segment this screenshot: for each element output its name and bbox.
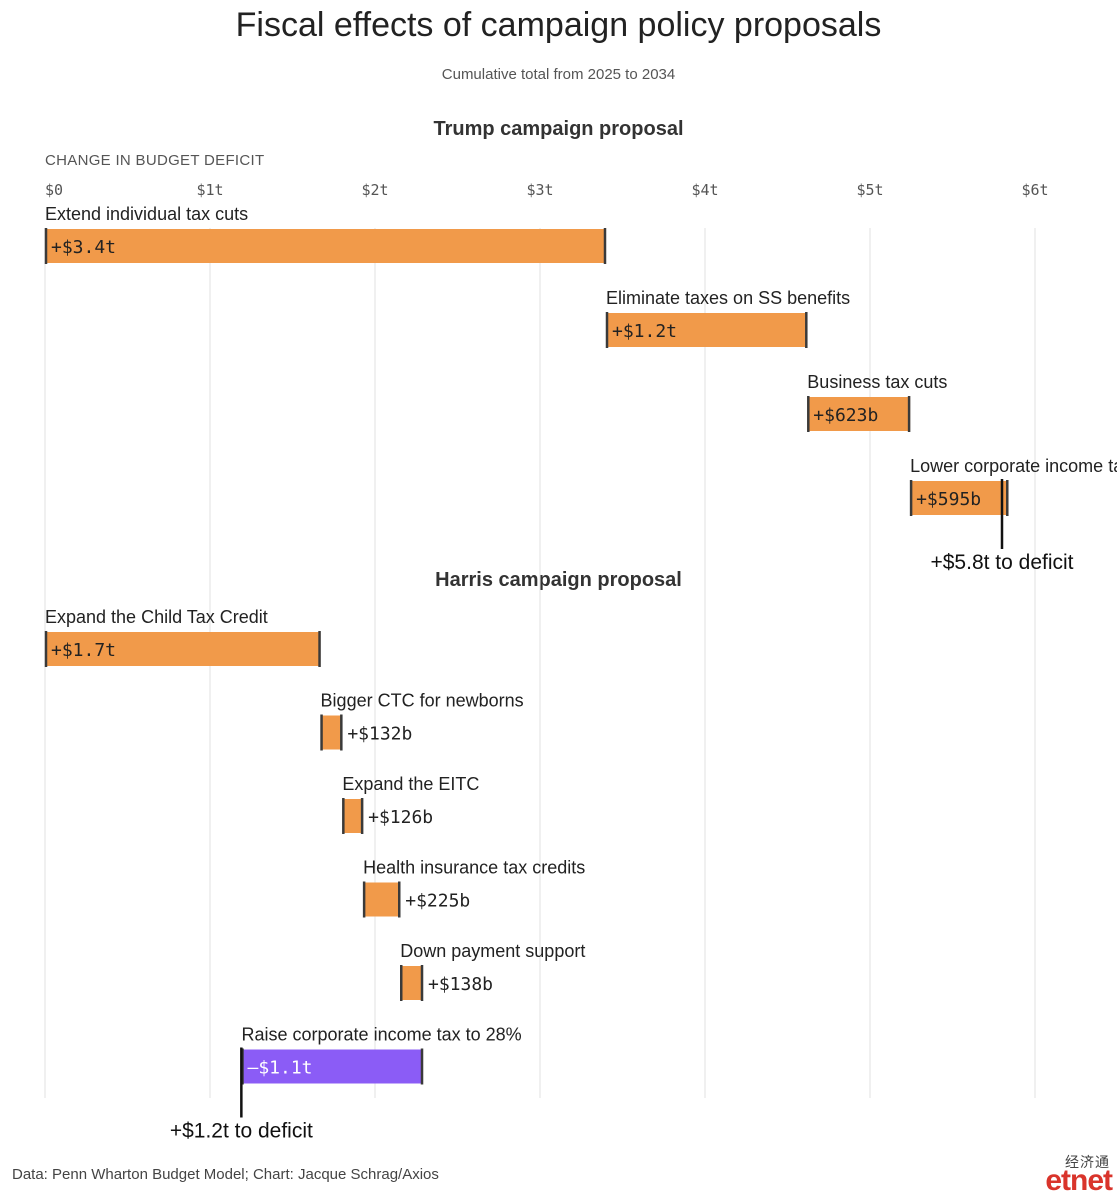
value-label: +$132b — [347, 724, 412, 745]
x-tick-label: $0 — [45, 181, 63, 199]
category-label: Health insurance tax credits — [363, 858, 585, 878]
total-label: +$1.2t to deficit — [170, 1120, 313, 1143]
value-label: +$595b — [916, 489, 981, 510]
category-label: Expand the EITC — [342, 774, 479, 794]
logo-text: etnet — [1045, 1164, 1113, 1197]
bar — [241, 1049, 424, 1084]
logo-chinese-text: 经济通 — [1065, 1155, 1110, 1171]
chart-subtitle: Cumulative total from 2025 to 2034 — [441, 66, 676, 83]
x-tick-label: $4t — [691, 181, 718, 199]
category-label: Bigger CTC for newborns — [321, 691, 524, 711]
category-label: Extend individual tax cuts — [45, 204, 248, 224]
value-label: +$1.7t — [51, 640, 116, 661]
category-label: Raise corporate income tax to 28% — [242, 1025, 522, 1045]
bar — [910, 481, 1009, 515]
source-note: Data: Penn Wharton Budget Model; Chart: … — [12, 1166, 439, 1183]
value-label: +$3.4t — [51, 237, 116, 258]
category-label: Business tax cuts — [807, 372, 947, 392]
bar — [606, 313, 808, 347]
value-label: +$623b — [813, 405, 878, 426]
value-label: +$138b — [428, 974, 493, 995]
waterfall-chart: $0 $1t $2t $3t $4t $5t $6t Extend individual ta… — [44, 181, 1117, 1143]
x-tick-label: $1t — [196, 181, 223, 199]
bar — [342, 799, 364, 833]
category-label: Lower corporate income tax to 15% — [910, 456, 1117, 476]
bar — [320, 715, 343, 750]
chart-title: Fiscal effects of campaign policy propos… — [235, 6, 882, 44]
x-tick-label: $2t — [361, 181, 388, 199]
x-tick-label: $3t — [526, 181, 553, 199]
x-axis-label: CHANGE IN BUDGET DEFICIT — [45, 152, 265, 169]
bar — [45, 632, 321, 666]
x-tick-label: $5t — [856, 181, 883, 199]
section-title-harris: Harris campaign proposal — [435, 569, 682, 591]
bar — [363, 882, 401, 917]
x-tick-label: $6t — [1021, 181, 1048, 199]
bar — [400, 966, 424, 1000]
category-label: Expand the Child Tax Credit — [45, 607, 268, 627]
bar — [45, 229, 606, 263]
total-label: +$5.8t to deficit — [930, 551, 1073, 574]
bar — [807, 397, 911, 431]
value-label: +$1.2t — [612, 321, 677, 342]
value-label: –$1.1t — [248, 1058, 313, 1079]
etnet-logo: 经济通 etnet — [1030, 1152, 1114, 1198]
section-title-trump: Trump campaign proposal — [433, 118, 684, 140]
value-label: +$225b — [405, 891, 470, 912]
category-label: Down payment support — [400, 941, 585, 961]
category-label: Eliminate taxes on SS benefits — [606, 288, 850, 308]
value-label: +$126b — [368, 807, 433, 828]
